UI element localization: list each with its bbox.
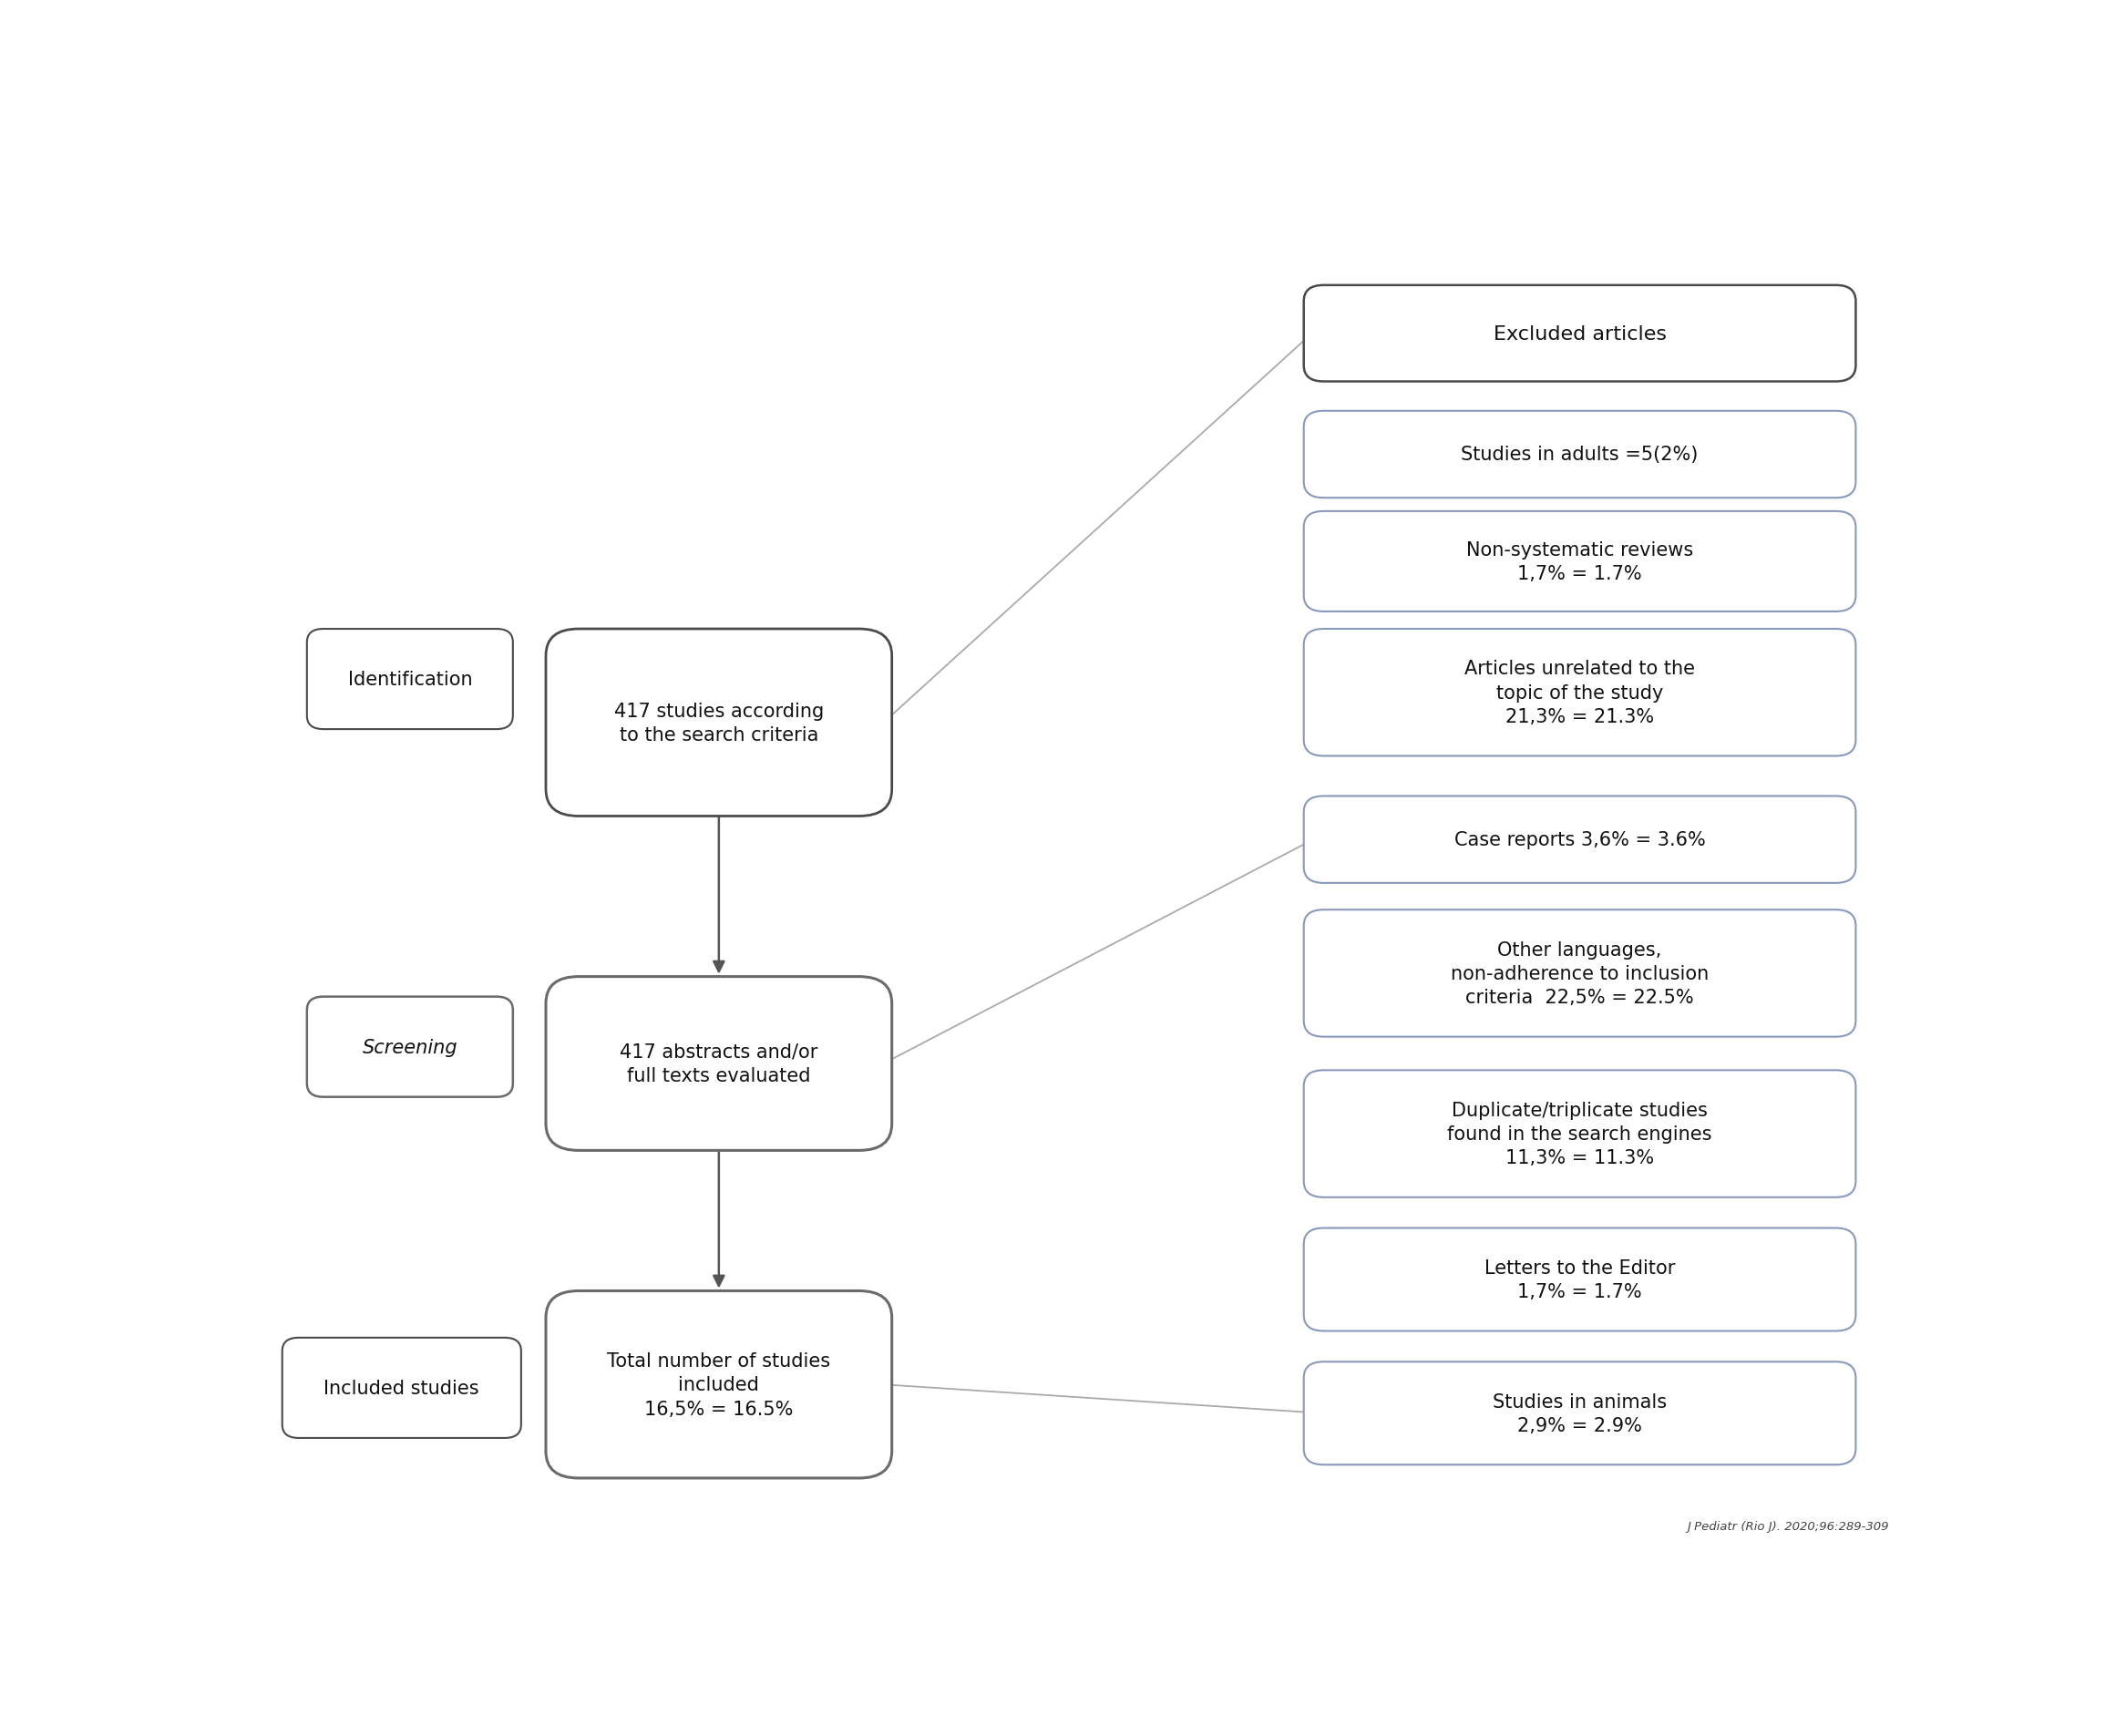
FancyBboxPatch shape bbox=[546, 630, 893, 816]
FancyBboxPatch shape bbox=[306, 630, 512, 729]
Text: J Pediatr (Rio J). 2020;96:289-309: J Pediatr (Rio J). 2020;96:289-309 bbox=[1686, 1519, 1888, 1531]
Text: Screening: Screening bbox=[361, 1038, 457, 1055]
Text: Excluded articles: Excluded articles bbox=[1492, 325, 1667, 344]
FancyBboxPatch shape bbox=[546, 977, 893, 1151]
FancyBboxPatch shape bbox=[1303, 411, 1856, 498]
FancyBboxPatch shape bbox=[306, 996, 512, 1097]
FancyBboxPatch shape bbox=[1303, 1071, 1856, 1198]
FancyBboxPatch shape bbox=[546, 1292, 893, 1479]
Text: Letters to the Editor
1,7% = 1.7%: Letters to the Editor 1,7% = 1.7% bbox=[1484, 1259, 1675, 1300]
Text: Non-systematic reviews
1,7% = 1.7%: Non-systematic reviews 1,7% = 1.7% bbox=[1467, 540, 1692, 583]
Text: Identification: Identification bbox=[349, 670, 472, 689]
Text: Total number of studies
included
16,5% = 16.5%: Total number of studies included 16,5% =… bbox=[608, 1352, 831, 1418]
Text: Articles unrelated to the
topic of the study
21,3% = 21.3%: Articles unrelated to the topic of the s… bbox=[1465, 660, 1694, 726]
Text: Included studies: Included studies bbox=[323, 1378, 480, 1397]
FancyBboxPatch shape bbox=[1303, 910, 1856, 1036]
Text: Duplicate/triplicate studies
found in the search engines
11,3% = 11.3%: Duplicate/triplicate studies found in th… bbox=[1448, 1101, 1711, 1167]
Text: Case reports 3,6% = 3.6%: Case reports 3,6% = 3.6% bbox=[1454, 832, 1705, 849]
Text: Studies in adults =5(2%): Studies in adults =5(2%) bbox=[1461, 446, 1699, 464]
FancyBboxPatch shape bbox=[1303, 1363, 1856, 1465]
FancyBboxPatch shape bbox=[1303, 797, 1856, 884]
FancyBboxPatch shape bbox=[1303, 1229, 1856, 1332]
FancyBboxPatch shape bbox=[283, 1338, 521, 1437]
Text: 417 abstracts and/or
full texts evaluated: 417 abstracts and/or full texts evaluate… bbox=[621, 1043, 819, 1085]
Text: Other languages,
non-adherence to inclusion
criteria  22,5% = 22.5%: Other languages, non-adherence to inclus… bbox=[1450, 941, 1709, 1007]
Text: Studies in animals
2,9% = 2.9%: Studies in animals 2,9% = 2.9% bbox=[1492, 1392, 1667, 1434]
Text: 417 studies according
to the search criteria: 417 studies according to the search crit… bbox=[614, 701, 823, 745]
FancyBboxPatch shape bbox=[1303, 512, 1856, 613]
FancyBboxPatch shape bbox=[1303, 630, 1856, 757]
FancyBboxPatch shape bbox=[1303, 286, 1856, 382]
